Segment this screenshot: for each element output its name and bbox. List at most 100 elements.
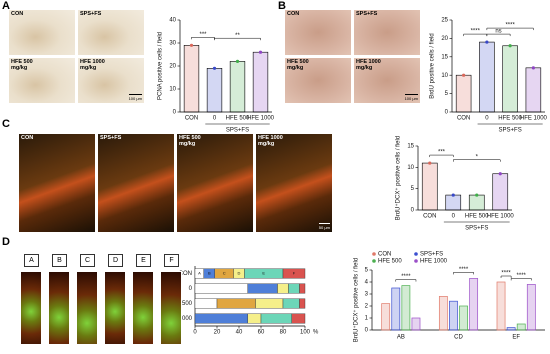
bar xyxy=(479,41,495,113)
scale-bar: 100 μm xyxy=(404,94,418,101)
x-tick-label: CON xyxy=(457,116,470,122)
segment-label: E xyxy=(262,271,265,276)
cell-label: E xyxy=(136,254,151,267)
y-tick-label: 10 xyxy=(169,87,176,93)
micrograph: HFE 1000 mg/kg 50 μm xyxy=(255,133,333,233)
bar xyxy=(183,44,200,113)
segment-label: D xyxy=(238,271,241,276)
cell-label: C xyxy=(80,254,95,267)
bar-color-dot xyxy=(258,50,263,54)
image-label: CON xyxy=(11,11,24,17)
bar xyxy=(252,51,269,113)
cell-image xyxy=(104,271,126,345)
stack-segment xyxy=(288,283,300,294)
image-label: HFE 500 mg/kg xyxy=(287,59,309,71)
significance-bracket xyxy=(486,27,534,31)
image-label: SPS+FS xyxy=(100,135,122,141)
significance-label: *** xyxy=(438,150,446,156)
legend-marker xyxy=(372,259,376,263)
stack-segment xyxy=(299,283,306,294)
x-tick-label: EF xyxy=(512,335,520,341)
x-tick-label: HFE 500 xyxy=(226,116,250,122)
legend-label: CON xyxy=(378,252,391,258)
y-tick-label: 40 xyxy=(169,18,176,24)
significance-label: **** xyxy=(517,273,527,279)
y-tick-label: 15 xyxy=(441,54,448,60)
stack-segment xyxy=(282,298,300,309)
x-tick-label: CON xyxy=(185,116,198,122)
y-tick-label: 0 xyxy=(365,328,369,334)
legend-marker xyxy=(414,259,418,263)
legend-marker xyxy=(372,252,376,256)
y-tick-label: 3 xyxy=(365,292,369,298)
micrograph: HFE 1000 mg/kg 100 μm xyxy=(77,57,145,104)
y-tick-label: 25 xyxy=(441,18,448,24)
stack-segment xyxy=(260,313,292,324)
bar xyxy=(496,281,506,331)
stack-segment xyxy=(282,268,306,279)
cell-image xyxy=(48,271,70,345)
y-tick-label: 10 xyxy=(441,73,448,79)
micrograph: HFE 1000 mg/kg 100 μm xyxy=(353,57,421,104)
stack-segment xyxy=(247,283,278,294)
y-tick-label: 10 xyxy=(407,165,414,171)
bar xyxy=(526,284,536,331)
image-label: SPS+FS xyxy=(80,11,102,17)
x-tick-label: HFE 1000 xyxy=(247,116,275,122)
bar xyxy=(506,327,516,331)
bar xyxy=(469,278,479,331)
significance-bracket xyxy=(395,279,417,282)
x-tick-label: 0 xyxy=(213,116,217,122)
image-label: HFE 1000 mg/kg xyxy=(356,59,381,71)
y-axis-label: BrdU⁺DCX⁺ positive cells / field xyxy=(395,136,402,220)
x-tick-label: AB xyxy=(397,335,405,341)
cell-image xyxy=(160,271,182,345)
significance-label: * xyxy=(476,154,479,160)
y-tick-label: 5 xyxy=(445,91,449,97)
micrograph: HFE 500 mg/kg xyxy=(284,57,352,104)
panel-letter: A xyxy=(2,0,10,12)
group-label: SPS+FS xyxy=(499,128,522,134)
x-tick-label: 40 xyxy=(236,330,243,336)
micrograph: CON xyxy=(284,9,352,56)
stack-segment xyxy=(291,313,306,324)
x-tick-label: HFE 1000 xyxy=(487,214,515,220)
significance-bracket xyxy=(214,37,261,41)
segment-label: B xyxy=(208,271,211,276)
micrograph: HFE 500 mg/kg xyxy=(8,57,76,104)
cell-label: D xyxy=(108,254,123,267)
panel-letter: B xyxy=(278,0,286,12)
bar-color-dot xyxy=(189,43,194,47)
stack-segment xyxy=(194,283,248,294)
y-axis-label: BrdU⁺DCX⁺ positive cells / field xyxy=(353,258,360,342)
image-label: HFE 500 mg/kg xyxy=(179,135,201,147)
y-tick-label: 4 xyxy=(365,280,369,286)
y-tick-label: 20 xyxy=(169,64,176,70)
significance-bracket xyxy=(486,33,511,37)
y-tick-label: 20 xyxy=(441,36,448,42)
image-label: CON xyxy=(287,11,300,17)
micrograph: SPS+FS xyxy=(97,133,175,233)
bar-color-dot xyxy=(498,172,502,176)
y-tick-label: 5 xyxy=(365,268,369,274)
bar xyxy=(229,61,246,113)
stack-segment xyxy=(277,283,289,294)
image-label: HFE 500 mg/kg xyxy=(11,59,33,71)
micrograph: CON xyxy=(8,9,76,56)
bar xyxy=(492,173,509,211)
bar xyxy=(502,45,518,113)
significance-label: **** xyxy=(471,29,481,35)
image-label: HFE 1000 mg/kg xyxy=(258,135,283,147)
image-label: SPS+FS xyxy=(356,11,378,17)
bar xyxy=(525,67,542,113)
y-tick-label: 30 xyxy=(169,41,176,47)
scale-bar: 100 μm xyxy=(128,94,142,101)
bar xyxy=(206,68,223,113)
significance-label: **** xyxy=(505,23,515,29)
bar xyxy=(445,194,462,211)
bar xyxy=(459,305,468,331)
x-tick-label: HFE 500 xyxy=(465,214,489,220)
bar-color-dot xyxy=(212,66,217,70)
micrograph: SPS+FS xyxy=(353,9,421,56)
